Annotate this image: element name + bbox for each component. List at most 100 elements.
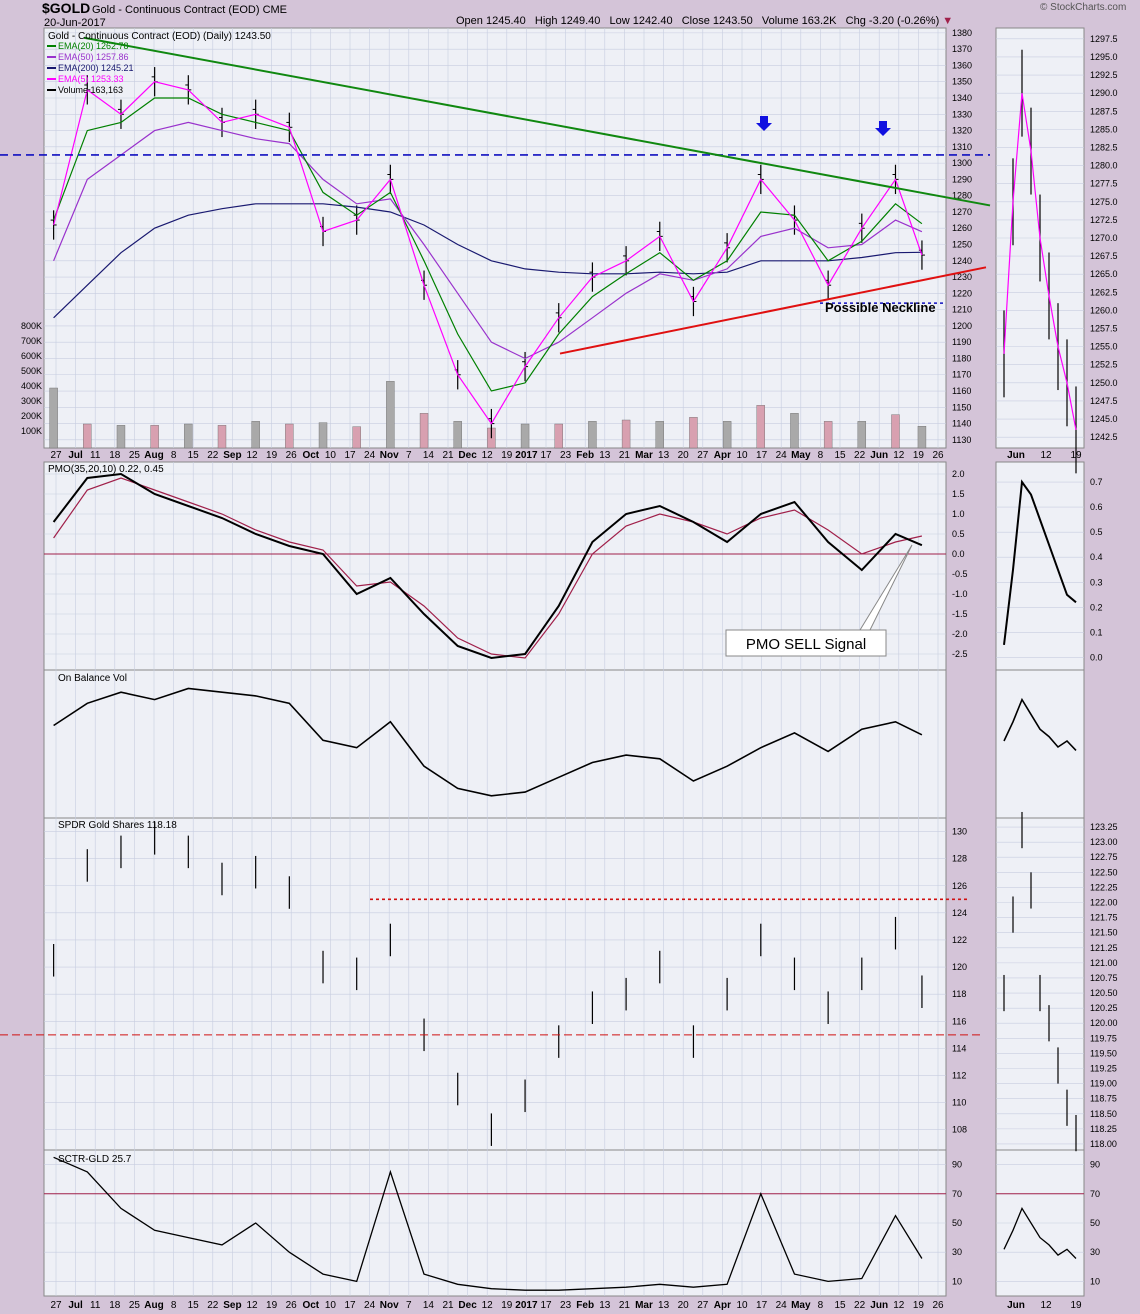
price-y-tick: 1130: [952, 435, 971, 445]
x-axis-tick-label: 7: [406, 450, 412, 461]
rising-bottoms-trendline: [559, 266, 987, 355]
intraday-sctr-tick: 30: [1090, 1247, 1100, 1257]
price-y-tick: 1330: [952, 109, 972, 119]
volume-bar: [756, 405, 765, 449]
intraday-gld-tick: 123.00: [1090, 837, 1118, 847]
x-axis-tick-label-bottom: 24: [776, 1300, 788, 1311]
intraday-price-tick: 1280.0: [1090, 161, 1118, 171]
declining-tops-trendline: [83, 36, 991, 207]
pmo-y-tick: 2.0: [952, 469, 965, 479]
volume-bar: [217, 425, 227, 449]
volume-y-tick: 100K: [21, 426, 42, 436]
volume-bar: [655, 421, 664, 449]
x-axis-tick-label-bottom: 13: [599, 1300, 611, 1311]
price-y-tick: 1270: [952, 207, 972, 217]
pmo-y-tick: -0.5: [952, 569, 968, 579]
ema20-line: [53, 97, 923, 392]
pmo-y-tick: -1.5: [952, 609, 968, 619]
gld-y-tick: 108: [952, 1125, 967, 1135]
x-axis-tick-label: 12: [246, 450, 258, 461]
volume-bar: [588, 421, 597, 449]
main-panel-3: [43, 817, 947, 1151]
intraday-price-tick: 1287.5: [1090, 106, 1118, 116]
intraday-price-tick: 1277.5: [1090, 179, 1118, 189]
security-name: Gold - Continuous Contract (EOD) CME: [92, 4, 287, 16]
x-axis-tick-label: Aug: [144, 450, 163, 461]
price-y-tick: 1260: [952, 223, 972, 233]
intraday-pmo-tick: 0.2: [1090, 602, 1103, 612]
intraday-pmo-line: [1003, 479, 1077, 646]
ema200-line: [53, 203, 922, 319]
price-y-tick: 1190: [952, 337, 971, 347]
legend-entry: EMA(200) 1245.21: [58, 63, 134, 73]
pmo-line: [52, 472, 923, 660]
x-axis-tick-label-bottom: 26: [286, 1300, 298, 1311]
x-axis-tick-label-bottom: 19: [266, 1300, 278, 1311]
price-y-tick: 1280: [952, 191, 972, 201]
intraday-sctr-tick: 10: [1090, 1276, 1100, 1286]
price-y-tick: 1310: [952, 142, 972, 152]
sctr-panel-title: SCTR-GLD 25.7: [58, 1154, 132, 1165]
volume-bar: [419, 413, 429, 449]
intraday-price-tick: 1257.5: [1090, 324, 1118, 334]
x-axis-tick-label: Mar: [635, 450, 653, 461]
x-axis-tick-label: 15: [834, 450, 846, 461]
high-value: 1249.40: [560, 15, 601, 27]
x-axis-tick-label: 27: [697, 450, 709, 461]
x-axis-tick-label: 12: [893, 450, 905, 461]
pmo-sell-annotation: PMO SELL Signal: [746, 636, 866, 653]
x-axis-tick-label-bottom: Mar: [635, 1300, 653, 1311]
intraday-gld-tick: 121.50: [1090, 928, 1118, 938]
price-y-tick: 1200: [952, 321, 972, 331]
volume-bar: [184, 423, 193, 449]
intraday-pmo-tick: 0.5: [1090, 527, 1103, 537]
volume-bar: [790, 413, 799, 449]
x-axis-tick-label: Apr: [714, 450, 731, 461]
exchange-label: CME: [262, 4, 288, 16]
intraday-price-tick: 1245.0: [1090, 414, 1118, 424]
x-axis-tick-label-bottom: 7: [406, 1300, 412, 1311]
x-axis-tick-label-bottom: Aug: [144, 1300, 163, 1311]
ohlc-readout: Open 1245.40 High 1249.40 Low 1242.40 Cl…: [456, 15, 953, 27]
security-name-text: Gold - Continuous Contract (EOD): [92, 4, 260, 16]
price-y-tick: 1170: [952, 370, 971, 380]
volume-bar: [285, 423, 294, 449]
intraday-pmo-tick: 0.7: [1090, 477, 1103, 487]
gld-y-tick: 126: [952, 881, 967, 891]
volume-bar: [823, 421, 833, 449]
sctr-y-tick: 90: [952, 1160, 962, 1170]
intraday-x-label: 12: [1040, 450, 1052, 461]
legend-entry: EMA(50) 1257.86: [58, 52, 129, 62]
x-axis-tick-label-bottom: 8: [818, 1300, 824, 1311]
intraday-gld-tick: 119.25: [1090, 1064, 1117, 1074]
x-axis-tick-label: Nov: [380, 450, 399, 461]
intraday-sctr-line: [1003, 1206, 1077, 1259]
x-axis-tick-label-bottom: 17: [540, 1300, 552, 1311]
x-axis-tick-label: Dec: [458, 450, 477, 461]
intraday-pmo-tick: 0.0: [1090, 652, 1103, 662]
x-axis-tick-label: 20: [678, 450, 690, 461]
intraday-price-tick: 1295.0: [1090, 52, 1118, 62]
pmo-y-tick: 0.0: [952, 549, 965, 559]
x-axis-tick-label: 13: [599, 450, 611, 461]
neckline-annotation: Possible Neckline: [825, 300, 936, 315]
obv-panel-title: On Balance Vol: [58, 673, 127, 684]
gld-y-tick: 124: [952, 908, 967, 918]
ema5-line: [53, 81, 923, 425]
intraday-x-label-bottom: Jun: [1007, 1300, 1025, 1311]
volume-y-tick: 500K: [21, 366, 42, 376]
x-axis-tick-label-bottom: 12: [893, 1300, 905, 1311]
x-axis-tick-label-bottom: 22: [854, 1300, 866, 1311]
price-y-tick: 1230: [952, 272, 972, 282]
price-y-tick: 1340: [952, 93, 972, 103]
intraday-price-tick: 1285.0: [1090, 124, 1118, 134]
intraday-price-tick: 1275.0: [1090, 197, 1118, 207]
intraday-gld-tick: 120.00: [1090, 1018, 1118, 1028]
intraday-price-tick: 1290.0: [1090, 88, 1118, 98]
x-axis-tick-label: 13: [658, 450, 670, 461]
gld-y-tick: 118: [952, 989, 966, 999]
intraday-sctr-tick: 50: [1090, 1218, 1100, 1228]
gld-y-tick: 130: [952, 827, 967, 837]
volume-bar: [386, 381, 395, 449]
low-value: 1242.40: [632, 15, 673, 27]
